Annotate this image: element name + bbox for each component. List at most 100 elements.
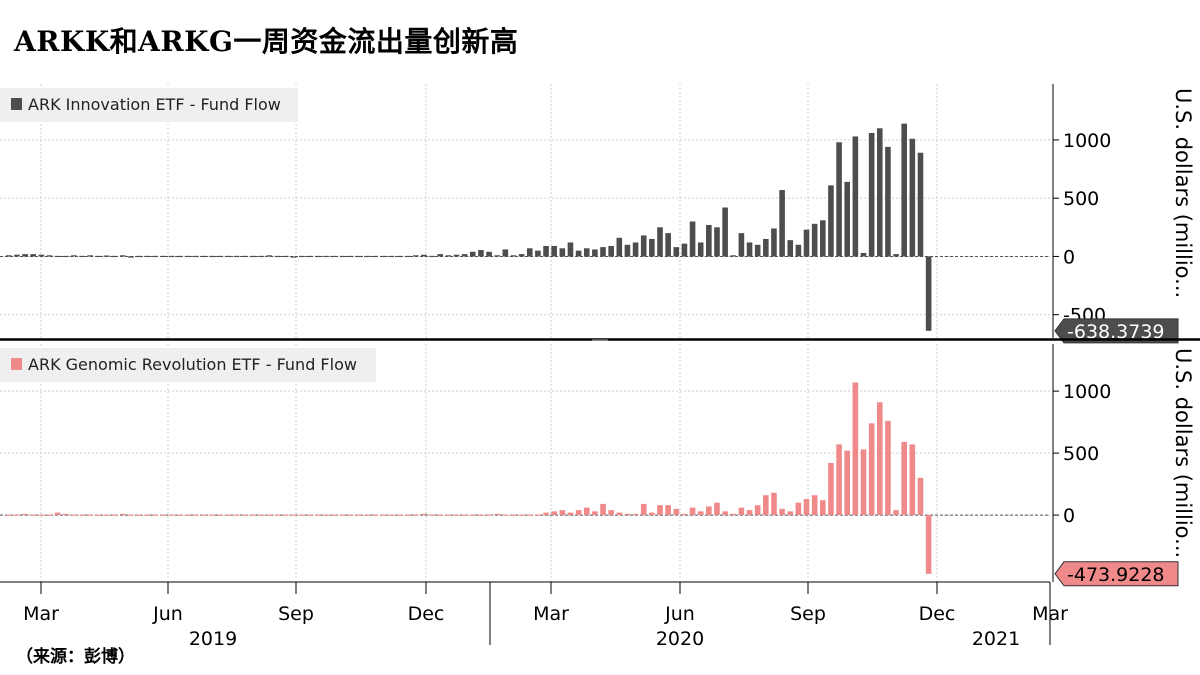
- bar: [413, 255, 419, 257]
- bar: [128, 256, 134, 258]
- legend: ARK Genomic Revolution ETF - Fund Flow: [0, 348, 376, 382]
- bar: [526, 514, 533, 516]
- x-year-label: 2020: [656, 628, 704, 650]
- bar: [657, 227, 663, 257]
- x-month-label: Jun: [152, 603, 183, 625]
- bar: [6, 514, 12, 516]
- bar: [209, 255, 216, 258]
- bar: [844, 450, 851, 516]
- bar: [79, 255, 85, 258]
- bar: [673, 508, 680, 516]
- bar: [917, 152, 924, 257]
- bar: [356, 255, 362, 258]
- bar: [665, 233, 671, 257]
- bar: [608, 510, 614, 516]
- bar: [624, 513, 631, 516]
- bar: [103, 514, 110, 516]
- bar: [209, 514, 216, 516]
- bar: [649, 238, 655, 257]
- bar: [592, 249, 598, 257]
- bar: [282, 514, 289, 516]
- bar: [250, 255, 256, 258]
- bar: [429, 255, 435, 258]
- bar: [575, 250, 582, 257]
- bar: [396, 514, 403, 516]
- bar: [640, 503, 647, 516]
- x-year-label: 2021: [972, 628, 1020, 650]
- bar: [87, 255, 93, 257]
- bar: [876, 128, 883, 257]
- y-tick-label: 1000: [1063, 381, 1111, 403]
- bar: [502, 514, 509, 516]
- bar: [706, 506, 712, 516]
- bar: [193, 514, 199, 516]
- bar: [307, 255, 313, 258]
- x-month-label: Mar: [533, 603, 569, 625]
- bar: [592, 511, 598, 516]
- bar: [583, 507, 590, 516]
- bar: [494, 513, 500, 516]
- bar: [738, 233, 745, 257]
- bar: [299, 255, 305, 258]
- bar: [820, 220, 826, 257]
- bar: [22, 513, 28, 516]
- legend-box: [0, 348, 376, 382]
- y-tick-label: 500: [1063, 188, 1099, 210]
- bar: [876, 402, 883, 516]
- bar: [543, 512, 549, 516]
- bar: [372, 255, 378, 258]
- bar: [119, 513, 126, 516]
- last-value-label: -638.3739: [1067, 321, 1165, 343]
- legend-swatch: [11, 358, 22, 370]
- bar: [225, 514, 232, 516]
- bar: [860, 449, 867, 516]
- bar: [176, 255, 183, 258]
- bar: [14, 514, 20, 516]
- bar: [38, 514, 45, 516]
- bar: [437, 514, 444, 516]
- bar: [518, 514, 525, 516]
- source-note: （来源：彭博）: [16, 647, 135, 667]
- bar: [860, 252, 867, 257]
- bar: [600, 503, 606, 516]
- bar: [103, 255, 110, 257]
- bar: [787, 511, 794, 516]
- bar: [828, 463, 834, 516]
- bar: [811, 223, 818, 257]
- x-month-label: Sep: [278, 603, 314, 625]
- bar: [388, 514, 395, 516]
- bar: [87, 514, 93, 516]
- bar: [242, 255, 248, 258]
- bar: [543, 245, 549, 257]
- bar: [372, 514, 378, 516]
- bar: [445, 514, 452, 516]
- x-month-label: Sep: [790, 603, 826, 625]
- bar: [885, 420, 891, 516]
- bar: [95, 514, 102, 516]
- bar: [608, 245, 614, 257]
- bar: [22, 254, 28, 257]
- bar: [380, 255, 387, 258]
- bar: [909, 444, 916, 516]
- last-value-tag-shape: [1054, 318, 1179, 344]
- last-value-label: -473.9228: [1067, 564, 1165, 586]
- y-tick-label: 500: [1063, 443, 1099, 465]
- bar: [583, 248, 590, 257]
- bar: [266, 514, 273, 516]
- x-month-label: Mar: [23, 603, 59, 625]
- bar: [526, 248, 533, 257]
- bar: [274, 514, 281, 516]
- bar: [738, 507, 745, 516]
- bar: [535, 514, 541, 516]
- bar: [478, 250, 484, 257]
- y-tick-label: 1000: [1063, 130, 1111, 152]
- bar: [193, 255, 199, 258]
- bar: [176, 514, 183, 516]
- bar: [79, 514, 85, 516]
- bar: [820, 500, 826, 516]
- bar: [396, 255, 403, 258]
- bar: [665, 505, 671, 516]
- bar: [649, 512, 655, 516]
- bar: [185, 514, 191, 516]
- bar: [836, 142, 842, 257]
